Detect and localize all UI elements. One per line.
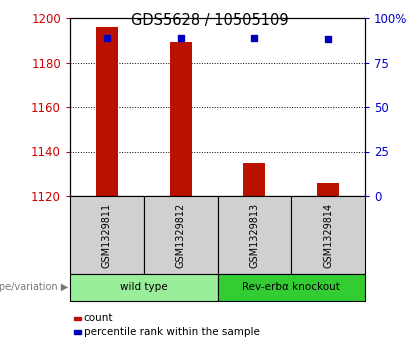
Text: GSM1329814: GSM1329814 — [323, 203, 333, 268]
Text: GSM1329812: GSM1329812 — [176, 203, 186, 268]
Text: wild type: wild type — [120, 282, 168, 293]
Bar — [317, 183, 339, 196]
Text: GSM1329813: GSM1329813 — [249, 203, 260, 268]
Text: Rev-erbα knockout: Rev-erbα knockout — [242, 282, 340, 293]
Text: GDS5628 / 10505109: GDS5628 / 10505109 — [131, 13, 289, 28]
Text: GSM1329811: GSM1329811 — [102, 203, 112, 268]
Text: genotype/variation ▶: genotype/variation ▶ — [0, 282, 68, 293]
Bar — [243, 163, 265, 196]
Bar — [96, 27, 118, 196]
Text: percentile rank within the sample: percentile rank within the sample — [84, 327, 260, 337]
Text: count: count — [84, 313, 113, 323]
Bar — [170, 42, 192, 196]
